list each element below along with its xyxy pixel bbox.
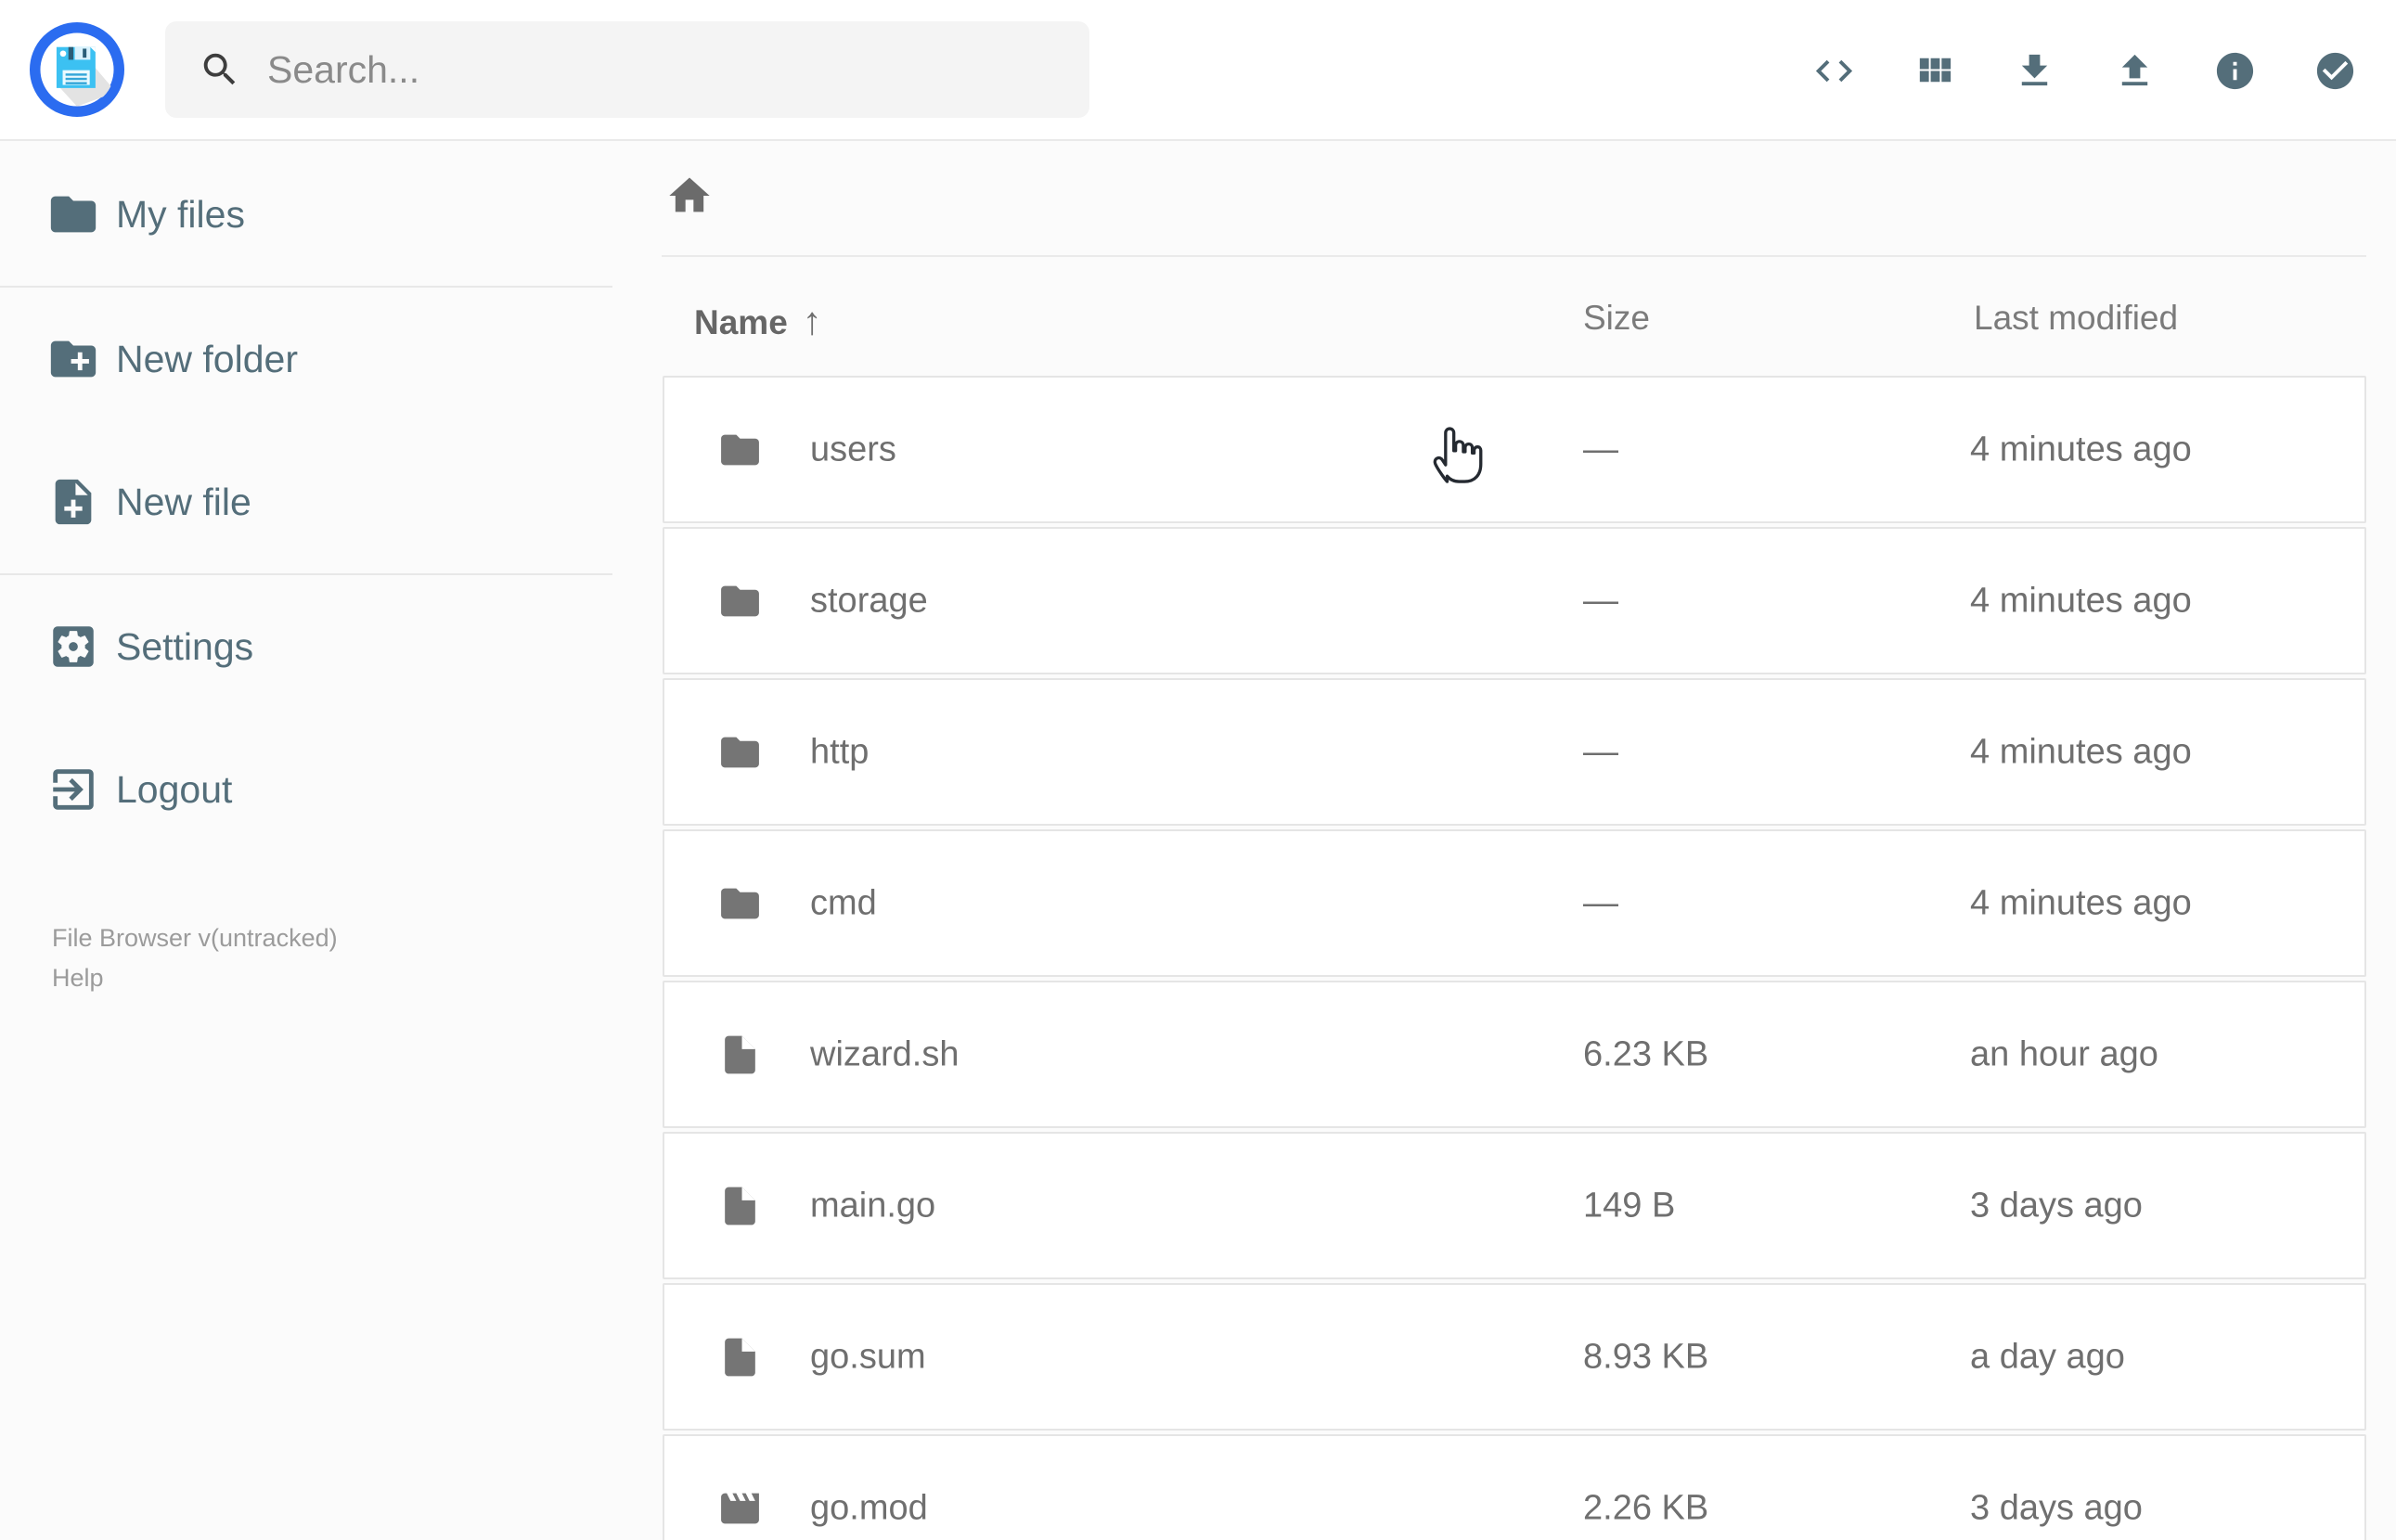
breadcrumb-home-button[interactable] — [661, 167, 718, 225]
settings-icon — [46, 620, 100, 674]
folder-icon — [717, 427, 763, 472]
home-icon — [665, 172, 714, 220]
upload-icon — [2113, 49, 2157, 93]
sidebar: My files New folder New file Settings Logout… — [0, 143, 612, 1540]
item-name: main.go — [810, 1186, 936, 1225]
app-logo-button[interactable] — [28, 20, 126, 119]
logout-icon — [46, 763, 100, 816]
file-icon — [717, 1183, 763, 1228]
shell-button[interactable] — [1784, 1, 1884, 140]
column-header-name-label: Name — [694, 303, 788, 341]
file-icon — [717, 1032, 763, 1077]
listing-column-headers: Name ↑ Size Last modified — [663, 289, 2366, 349]
grid-icon — [1913, 49, 1956, 93]
folder-plus-icon — [46, 332, 100, 386]
sidebar-item-logout[interactable]: Logout — [0, 718, 612, 861]
item-modified: an hour ago — [1970, 1034, 2158, 1073]
folder-icon — [46, 187, 100, 241]
sidebar-item-settings-label: Settings — [116, 624, 254, 668]
item-name: http — [810, 732, 870, 771]
list-item[interactable]: cmd — 4 minutes ago — [663, 829, 2366, 977]
column-header-modified[interactable]: Last modified — [1974, 299, 2179, 337]
breadcrumb-divider — [662, 255, 2366, 257]
header-actions — [1784, 0, 2385, 141]
sidebar-footer: File Browser v(untracked) Help — [52, 918, 338, 998]
item-name: users — [810, 430, 896, 468]
item-size: 6.23 KB — [1583, 1034, 1709, 1073]
download-button[interactable] — [1984, 1, 2084, 140]
download-icon — [2013, 49, 2056, 93]
folder-icon — [717, 880, 763, 926]
switch-view-button[interactable] — [1884, 1, 1984, 140]
app-version-text: File Browser v(untracked) — [52, 924, 338, 952]
item-modified: a day ago — [1970, 1337, 2125, 1376]
column-header-name[interactable]: Name ↑ — [694, 299, 822, 343]
item-size: — — [1583, 732, 1618, 771]
file-icon — [717, 1334, 763, 1380]
list-item[interactable]: http — 4 minutes ago — [663, 678, 2366, 826]
item-modified: 4 minutes ago — [1970, 430, 2192, 468]
column-header-size[interactable]: Size — [1583, 299, 1650, 337]
check-circle-icon — [2313, 49, 2357, 93]
sort-ascending-icon: ↑ — [802, 299, 822, 342]
sidebar-divider — [0, 286, 612, 288]
upload-button[interactable] — [2084, 1, 2184, 140]
item-name: cmd — [810, 883, 877, 922]
sidebar-nav: My files New folder New file Settings Logout — [0, 143, 612, 861]
item-modified: 4 minutes ago — [1970, 732, 2192, 771]
sidebar-item-my-files[interactable]: My files — [0, 143, 612, 286]
sidebar-item-new-folder-label: New folder — [116, 337, 298, 380]
item-name: wizard.sh — [810, 1034, 960, 1073]
sidebar-item-new-file[interactable]: New file — [0, 430, 612, 573]
list-item[interactable]: main.go 149 B 3 days ago — [663, 1132, 2366, 1279]
help-link[interactable]: Help — [52, 964, 104, 992]
sidebar-divider — [0, 573, 612, 575]
sidebar-item-new-folder[interactable]: New folder — [0, 288, 612, 430]
select-multiple-button[interactable] — [2285, 1, 2385, 140]
item-modified: 4 minutes ago — [1970, 581, 2192, 620]
item-name: go.sum — [810, 1337, 926, 1376]
list-item[interactable]: users — 4 minutes ago — [663, 376, 2366, 523]
info-button[interactable] — [2184, 1, 2285, 140]
folder-icon — [717, 578, 763, 623]
app-header — [0, 0, 2396, 141]
file-plus-icon — [46, 475, 100, 529]
item-size: — — [1583, 581, 1618, 620]
movie-icon — [717, 1485, 763, 1531]
code-icon — [1812, 49, 1856, 93]
sidebar-item-my-files-label: My files — [116, 192, 245, 236]
item-modified: 3 days ago — [1970, 1488, 2143, 1527]
sidebar-item-new-file-label: New file — [116, 480, 251, 523]
item-size: 149 B — [1583, 1186, 1676, 1225]
item-size: 2.26 KB — [1583, 1488, 1709, 1527]
list-item[interactable]: storage — 4 minutes ago — [663, 527, 2366, 674]
search-bar[interactable] — [165, 21, 1089, 118]
filebrowser-floppy-icon — [29, 21, 125, 118]
folder-icon — [717, 729, 763, 775]
sidebar-item-logout-label: Logout — [116, 767, 233, 811]
list-item[interactable]: wizard.sh 6.23 KB an hour ago — [663, 981, 2366, 1128]
file-listing-pane: Name ↑ Size Last modified users — 4 minutes… — [612, 143, 2396, 1540]
item-size: 8.93 KB — [1583, 1337, 1709, 1376]
list-item[interactable]: go.mod 2.26 KB 3 days ago — [663, 1434, 2366, 1540]
item-size: — — [1583, 883, 1618, 922]
file-list: users — 4 minutes ago storage — 4 minutes ago… — [663, 376, 2366, 1540]
item-name: go.mod — [810, 1488, 928, 1527]
item-size: — — [1583, 430, 1618, 468]
item-name: storage — [810, 581, 928, 620]
sidebar-item-settings[interactable]: Settings — [0, 575, 612, 718]
search-input[interactable] — [267, 47, 1067, 92]
item-modified: 4 minutes ago — [1970, 883, 2192, 922]
search-icon — [199, 48, 241, 91]
item-modified: 3 days ago — [1970, 1186, 2143, 1225]
list-item[interactable]: go.sum 8.93 KB a day ago — [663, 1283, 2366, 1431]
info-icon — [2213, 49, 2257, 93]
